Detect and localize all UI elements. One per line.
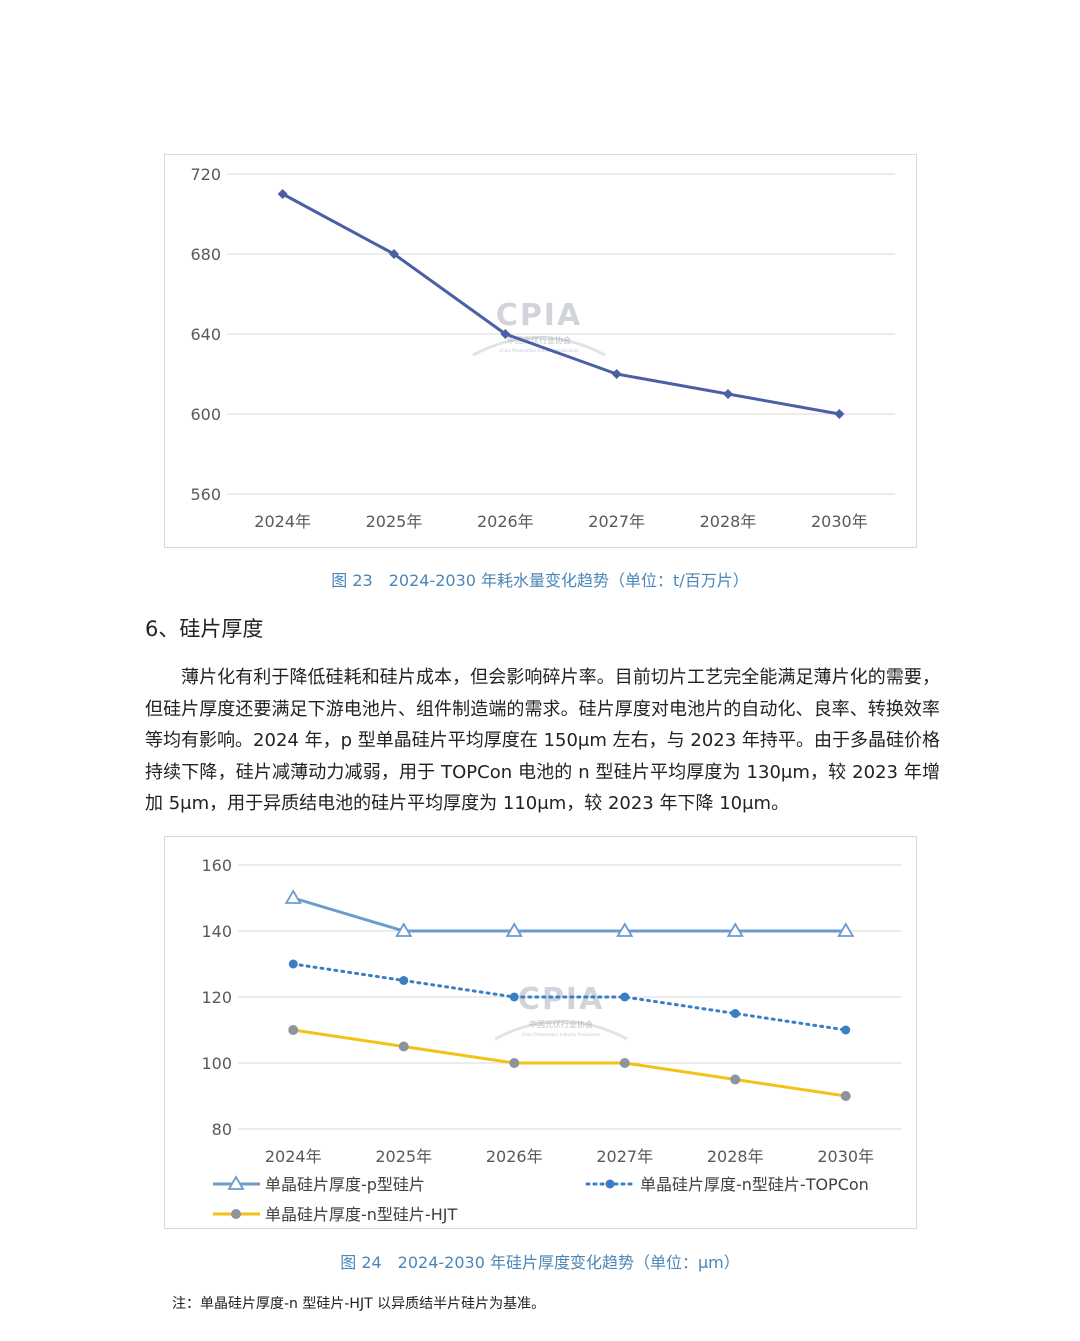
data-point-series-2 [620, 992, 630, 1002]
y-tick-label: 120 [201, 988, 232, 1007]
legend-label-1: 单晶硅片厚度-p型硅片 [265, 1175, 425, 1194]
data-point-series-3 [619, 1058, 630, 1068]
data-point-series-2 [399, 976, 409, 985]
legend-marker-3 [231, 1209, 241, 1219]
y-tick-label: 600 [190, 405, 221, 424]
data-point-series-1 [395, 922, 413, 937]
data-point-series-2 [730, 1009, 740, 1018]
x-tick-label: 2028年 [700, 512, 757, 531]
x-tick-label: 2030年 [811, 512, 868, 531]
water-consumption-chart-svg: 560 600 640 680 720 2024年 2025年 2026年 2027年 2028年… [190, 165, 895, 531]
y-tick-label: 680 [190, 245, 221, 264]
data-point-series-1 [284, 889, 302, 904]
data-point-series-2 [509, 992, 519, 1002]
watermark-logo-text: CPIA [518, 982, 604, 1017]
watermark-arc [494, 1020, 628, 1041]
footnote: 注：单晶硅片厚度-n 型硅片-HJT 以异质结半片硅片为基准。 [172, 1296, 546, 1312]
watermark-cn-text: 中国光伏行业协会 [529, 1019, 593, 1029]
x-tick-label: 2026年 [486, 1147, 543, 1166]
watermark-en-text: China Photovoltaic Industry Association [499, 348, 579, 353]
y-tick-label: 560 [190, 485, 221, 504]
x-tick-label: 2024年 [265, 1147, 322, 1166]
legend-label-3: 单晶硅片厚度-n型硅片-HJT [265, 1205, 457, 1224]
data-point-series-1 [389, 249, 399, 259]
series-line-2 [291, 962, 848, 1032]
data-point-series-1 [726, 922, 744, 937]
x-tick-label: 2025年 [375, 1147, 432, 1166]
water-consumption-chart: 560 600 640 680 720 2024年 2025年 2026年 2027年 2028年… [164, 154, 917, 548]
data-point-series-3 [288, 1025, 299, 1035]
y-tick-label: 100 [201, 1054, 232, 1073]
data-point-series-2 [288, 959, 298, 969]
wafer-thickness-chart: 80 100 120 140 160 2024年 2025年 2026年 2027年 2028年 2… [164, 836, 917, 1229]
legend-label-2: 单晶硅片厚度-n型硅片-TOPCon [640, 1175, 869, 1194]
data-point-series-3 [840, 1091, 851, 1101]
y-tick-label: 140 [201, 922, 232, 941]
watermark-logo-text: CPIA [496, 298, 582, 333]
x-tick-label: 2030年 [817, 1147, 874, 1166]
series-line-1 [281, 192, 840, 416]
x-tick-label: 2027年 [588, 512, 645, 531]
x-tick-label: 2027年 [596, 1147, 653, 1166]
watermark-arc [472, 336, 606, 357]
data-point-series-1 [505, 922, 523, 937]
data-point-series-1 [277, 189, 288, 199]
x-tick-label: 2026年 [477, 512, 534, 531]
data-point-series-1 [834, 409, 845, 419]
y-tick-label: 160 [201, 856, 232, 875]
data-point-series-1 [723, 389, 733, 399]
data-point-series-1 [611, 369, 622, 379]
wafer-thickness-chart-svg: 80 100 120 140 160 2024年 2025年 2026年 2027年 2028年 2… [201, 856, 901, 1224]
legend-marker-1 [227, 1175, 245, 1190]
y-tick-label: 80 [212, 1120, 232, 1139]
series-line-3 [293, 1028, 846, 1098]
data-point-series-3 [730, 1074, 741, 1085]
x-tick-label: 2024年 [254, 512, 311, 531]
x-tick-label: 2025年 [366, 512, 423, 531]
watermark-cn-text: 中国光伏行业协会 [507, 335, 571, 345]
data-point-series-1 [500, 329, 511, 339]
data-point-series-2 [841, 1025, 851, 1035]
x-tick-label: 2028年 [707, 1147, 764, 1166]
data-point-series-1 [616, 922, 634, 937]
figure-23-caption: 图 23 2024-2030 年耗水量变化趋势（单位：t/百万片） [331, 571, 749, 590]
watermark-en-text: China Photovoltaic Industry Association [521, 1032, 601, 1037]
data-point-series-3 [509, 1058, 520, 1068]
section-heading: 6、硅片厚度 [145, 617, 264, 641]
figure-24-caption: 图 24 2024-2030 年硅片厚度变化趋势（单位：μm） [340, 1253, 740, 1272]
data-point-series-3 [398, 1041, 409, 1052]
legend-marker-2 [605, 1179, 615, 1189]
y-tick-label: 720 [190, 165, 221, 184]
y-tick-label: 640 [190, 325, 221, 344]
data-point-series-1 [837, 922, 855, 937]
body-paragraph: 薄片化有利于降低硅耗和硅片成本，但会影响碎片率。目前切片工艺完全能满足薄片化的需… [145, 667, 940, 814]
series-line-1 [292, 896, 846, 933]
